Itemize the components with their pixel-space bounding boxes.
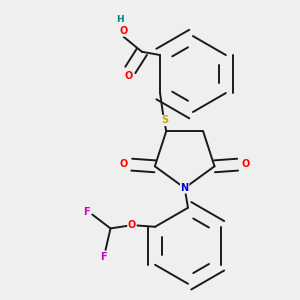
Text: F: F <box>100 252 107 262</box>
Text: N: N <box>181 183 189 193</box>
Text: O: O <box>128 220 136 230</box>
Text: H: H <box>117 15 124 24</box>
Text: O: O <box>119 159 128 169</box>
Text: O: O <box>124 71 133 81</box>
Text: S: S <box>161 116 169 125</box>
Text: O: O <box>242 159 250 169</box>
Text: O: O <box>120 26 128 36</box>
Text: F: F <box>83 207 90 217</box>
